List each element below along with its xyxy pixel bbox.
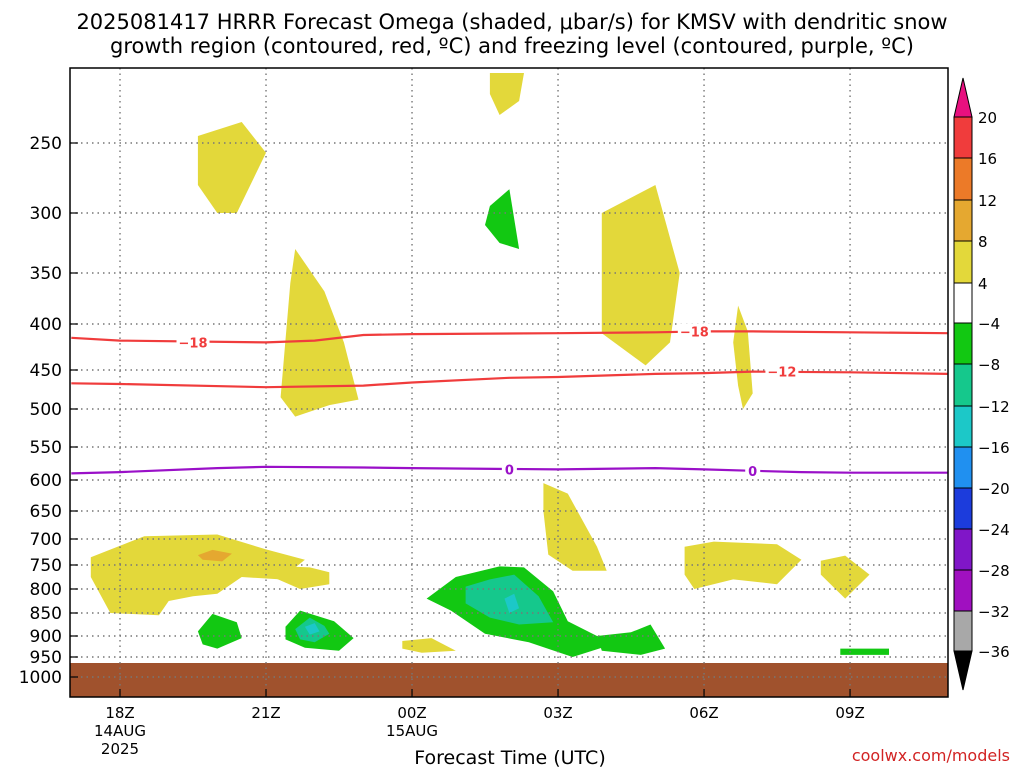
chart-title-line2: growth region (contoured, red, ºC) and f… — [110, 34, 914, 58]
colorbar-label-0: 20 — [978, 109, 997, 127]
contour-line-2 — [71, 465, 948, 475]
plot-frame — [69, 67, 949, 698]
omega-region-12 — [485, 189, 520, 249]
omega-region-3 — [601, 185, 680, 366]
y-tick-label-8: 650 — [30, 502, 62, 522]
colorbar-label-6: −8 — [978, 356, 1000, 374]
colorbar-label-9: −20 — [978, 480, 1010, 498]
omega-region-6 — [275, 566, 330, 589]
colorbar-label-5: −4 — [978, 315, 1000, 333]
colorbar-label-11: −28 — [978, 562, 1010, 580]
colorbar-swatch-12 — [953, 610, 973, 652]
colorbar-swatch-4 — [953, 282, 973, 324]
x-tick-label-5: 09Z — [835, 704, 864, 722]
omega-region-2 — [280, 249, 359, 417]
y-tick-label-5: 500 — [30, 400, 62, 420]
omega-region-20 — [504, 593, 520, 613]
colorbar-swatch-5 — [953, 322, 973, 365]
pressure-axis: 250 300 350 400 450 500 550 600 650 700 750 800 850 9… — [19, 134, 78, 688]
y-tick-label-4: 450 — [30, 361, 62, 381]
omega-region-10 — [402, 638, 456, 653]
colorbar-label-13: −36 — [978, 643, 1010, 661]
contour-label-bg-4 — [745, 462, 761, 479]
colorbar-swatch-10 — [953, 528, 973, 571]
contour-label-2: −12 — [767, 366, 796, 381]
colorbar-top-triangle — [953, 77, 973, 118]
omega-region-5 — [90, 534, 305, 616]
y-tick-label-10: 750 — [30, 556, 62, 576]
chart-title-line1: 2025081417 HRRR Forecast Omega (shaded, … — [76, 10, 948, 34]
omega-region-11 — [197, 549, 232, 562]
colorbar-label-3: 8 — [978, 233, 988, 251]
colorbar-label-12: −32 — [978, 603, 1010, 621]
colorbar-label-10: −24 — [978, 521, 1010, 539]
omega-region-4 — [733, 305, 753, 409]
omega-region-1 — [489, 73, 524, 115]
x-tick-date-2: 15AUG — [386, 722, 438, 740]
x-tick-label-1: 21Z — [251, 704, 280, 722]
y-tick-label-12: 850 — [30, 604, 62, 624]
ground-fill — [70, 663, 948, 697]
colorbar-label-4: 4 — [978, 275, 988, 293]
y-tick-label-11: 800 — [30, 580, 62, 600]
omega-region-7 — [543, 483, 607, 571]
x-axis-label: Forecast Time (UTC) — [414, 747, 605, 768]
colorbar-swatch-9 — [953, 487, 973, 530]
y-tick-label-13: 900 — [30, 627, 62, 647]
y-tick-label-0: 250 — [30, 134, 62, 154]
colorbar-swatch-2 — [953, 199, 973, 242]
colorbar-swatch-1 — [953, 157, 973, 201]
y-tick-label-15: 1000 — [19, 668, 62, 688]
omega-region-17 — [840, 648, 889, 655]
contour-line-1 — [71, 370, 948, 389]
colorbar-bottom-triangle — [953, 650, 973, 691]
colorbar-label-8: −16 — [978, 439, 1010, 457]
colorbar-swatch-0 — [953, 116, 973, 159]
temperature-contours: −18 −18 −12 0 0 — [71, 323, 948, 480]
colorbar-legend: 20 16 12 8 4 −4 −8 −12 −16 −20 −24 −28 −32 −36 — [953, 77, 1010, 691]
x-tick-label-4: 06Z — [689, 704, 718, 722]
contour-label-bg-3 — [501, 461, 517, 478]
x-tick-label-0: 18Z — [105, 704, 134, 722]
x-tick-label-3: 03Z — [543, 704, 572, 722]
colorbar-label-2: 12 — [978, 192, 997, 210]
x-tick-year-0: 2025 — [101, 740, 139, 758]
omega-region-0 — [197, 122, 266, 213]
colorbar-label-1: 16 — [978, 150, 997, 168]
contour-line-0 — [71, 330, 948, 344]
colorbar-swatch-8 — [953, 446, 973, 489]
x-tick-label-2: 00Z — [397, 704, 426, 722]
y-tick-label-7: 600 — [30, 471, 62, 491]
x-tick-date-0: 14AUG — [94, 722, 146, 740]
credit-text: coolwx.com/models — [851, 746, 1010, 765]
contour-label-bg-1 — [677, 323, 711, 340]
y-tick-label-3: 400 — [30, 315, 62, 335]
colorbar-swatch-7 — [953, 405, 973, 448]
y-tick-label-14: 950 — [30, 648, 62, 668]
omega-region-21 — [304, 623, 320, 635]
omega-region-9 — [820, 555, 870, 599]
contour-label-bg-2 — [765, 363, 799, 380]
grid-lines — [70, 68, 948, 697]
omega-region-8 — [684, 541, 802, 589]
y-tick-label-2: 350 — [30, 264, 62, 284]
contour-label-1: −18 — [680, 325, 709, 340]
colorbar-swatch-3 — [953, 240, 973, 284]
contour-label-0: −18 — [179, 336, 208, 351]
contour-label-bg-0 — [176, 334, 210, 351]
omega-region-16 — [597, 624, 666, 655]
colorbar-swatch-6 — [953, 363, 973, 407]
contour-label-3: 0 — [505, 463, 514, 478]
colorbar-label-7: −12 — [978, 398, 1010, 416]
y-tick-label-6: 550 — [30, 438, 62, 458]
omega-shaded-regions — [90, 73, 889, 657]
colorbar-swatch-11 — [953, 569, 973, 612]
y-tick-label-1: 300 — [30, 204, 62, 224]
contour-label-4: 0 — [748, 465, 757, 480]
omega-region-13 — [197, 613, 242, 649]
y-tick-label-9: 700 — [30, 530, 62, 550]
